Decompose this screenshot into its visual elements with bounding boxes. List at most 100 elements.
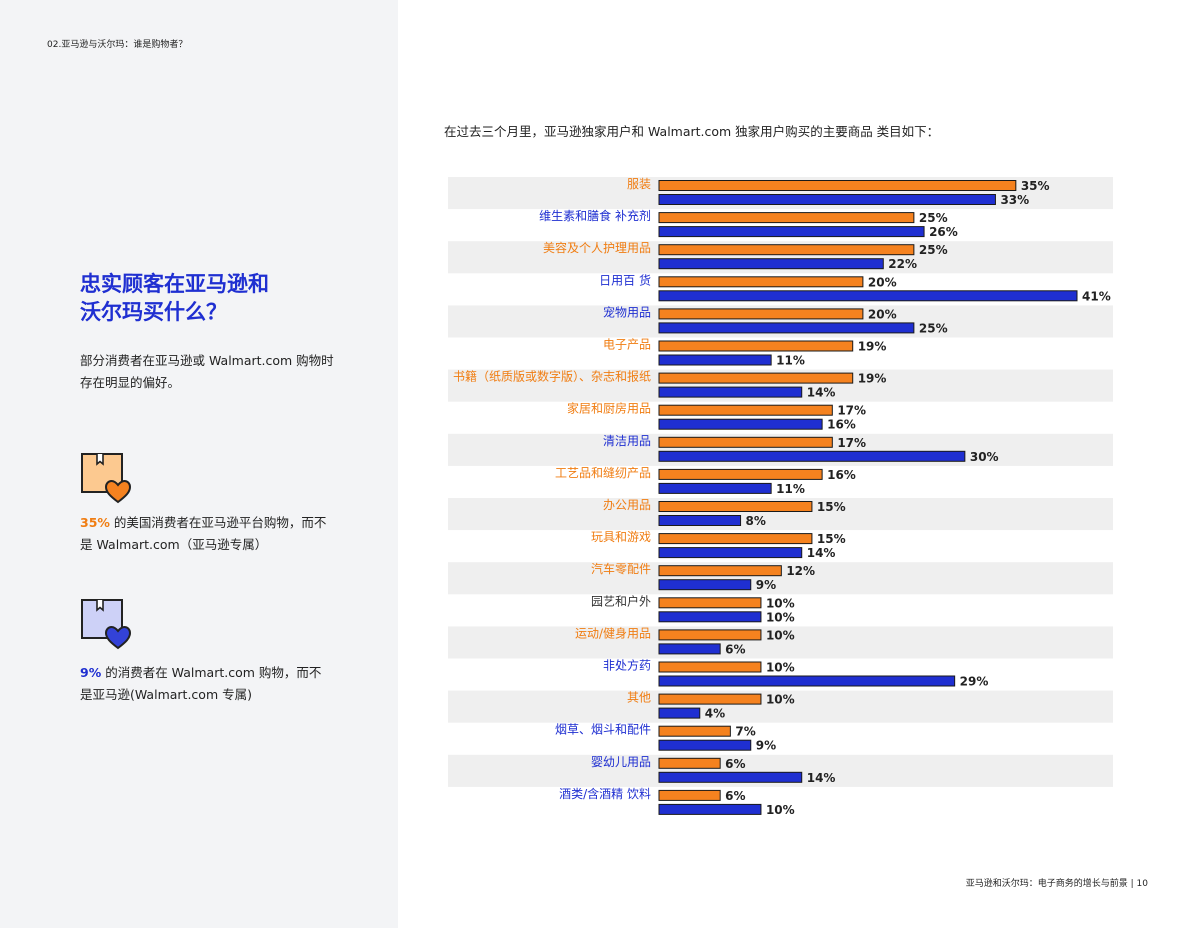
row-band xyxy=(448,690,1113,723)
amazon-bar xyxy=(658,212,915,224)
data-label: 10% xyxy=(766,661,795,675)
intro-line1: 部分消费者在亚马逊或 Walmart.com 购物时 xyxy=(80,353,334,368)
walmart-bar xyxy=(658,450,966,462)
data-label: 6% xyxy=(725,757,745,771)
walmart-bar xyxy=(658,386,803,398)
data-label: 33% xyxy=(1000,193,1029,207)
walmart-bar xyxy=(658,354,772,366)
data-label: 29% xyxy=(960,675,989,689)
stat-amazon-line2: 是 Walmart.com（亚马逊专属） xyxy=(80,537,268,552)
walmart-bar xyxy=(658,739,752,751)
amazon-bar xyxy=(658,757,721,769)
amazon-bar xyxy=(658,276,864,288)
walmart-bar xyxy=(658,482,772,494)
walmart-bar xyxy=(658,771,803,783)
data-label: 10% xyxy=(766,596,795,610)
category-label: 办公用品 xyxy=(603,497,651,512)
data-label: 11% xyxy=(776,482,805,496)
data-label: 9% xyxy=(756,739,776,753)
data-label: 11% xyxy=(776,354,805,368)
amazon-bar xyxy=(658,308,864,320)
data-label: 41% xyxy=(1082,289,1111,303)
footer-text: 亚马逊和沃尔玛：电子商务的增长与前景 | 10 xyxy=(965,879,1148,889)
category-label: 运动/健身用品 xyxy=(575,625,651,640)
walmart-bar xyxy=(658,707,701,719)
category-label: 汽车零配件 xyxy=(591,561,651,576)
data-label: 8% xyxy=(746,514,766,528)
data-label: 25% xyxy=(919,211,948,225)
data-label: 15% xyxy=(817,532,846,546)
stat-amazon-text: 35% 的美国消费者在亚马逊平台购物，而不 是 Walmart.com（亚马逊专… xyxy=(80,512,380,556)
data-label: 6% xyxy=(725,789,745,803)
amazon-bar xyxy=(658,533,813,545)
intro-line2: 存在明显的偏好。 xyxy=(80,375,181,390)
stat-amazon-value: 35% xyxy=(80,515,110,530)
data-label: 19% xyxy=(858,372,887,386)
intro-text: 部分消费者在亚马逊或 Walmart.com 购物时 存在明显的偏好。 xyxy=(80,350,380,394)
amazon-bar xyxy=(658,789,721,801)
data-label: 22% xyxy=(888,257,917,271)
category-label: 清洁用品 xyxy=(603,434,651,448)
data-label: 10% xyxy=(766,628,795,642)
category-label: 其他 xyxy=(627,691,651,705)
box-heart-icon xyxy=(81,599,132,650)
walmart-bar xyxy=(658,290,1078,302)
category-label: 玩具和游戏 xyxy=(591,530,651,544)
chart-intro: 在过去三个月里，亚马逊独家用户和 Walmart.com 独家用户购买的主要商品… xyxy=(444,124,940,139)
amazon-bar xyxy=(658,340,854,352)
stat-walmart-line2: 是亚马逊(Walmart.com 专属) xyxy=(80,687,252,702)
walmart-bar xyxy=(658,258,884,270)
data-label: 16% xyxy=(827,468,856,482)
data-label: 9% xyxy=(756,578,776,592)
data-label: 20% xyxy=(868,275,897,289)
amazon-bar xyxy=(658,725,731,737)
data-label: 35% xyxy=(1021,179,1050,193)
data-label: 7% xyxy=(735,725,755,739)
category-label: 服装 xyxy=(627,177,651,191)
walmart-bar xyxy=(658,611,762,623)
data-label: 26% xyxy=(929,225,958,239)
amazon-bar xyxy=(658,404,833,416)
amazon-bar xyxy=(658,468,823,480)
data-label: 10% xyxy=(766,693,795,707)
page-title-line1: 忠实顾客在亚马逊和 xyxy=(80,272,269,296)
data-label: 6% xyxy=(725,642,745,656)
data-label: 4% xyxy=(705,707,725,721)
category-label: 家居和厨房用品 xyxy=(567,401,651,416)
category-label: 烟草、烟斗和配件 xyxy=(555,723,651,737)
category-label: 酒类/含酒精 饮料 xyxy=(559,786,651,801)
amazon-bar xyxy=(658,244,915,256)
walmart-bar xyxy=(658,547,803,559)
category-label: 电子产品 xyxy=(603,338,651,352)
category-label: 工艺品和缝纫产品 xyxy=(555,465,651,480)
amazon-bar xyxy=(658,436,833,448)
data-label: 25% xyxy=(919,243,948,257)
category-label: 婴幼儿用品 xyxy=(591,755,651,769)
walmart-bar xyxy=(658,226,925,238)
data-label: 10% xyxy=(766,610,795,624)
data-label: 17% xyxy=(837,436,866,450)
data-label: 30% xyxy=(970,450,999,464)
row-band xyxy=(448,626,1113,659)
data-label: 17% xyxy=(837,404,866,418)
stat-amazon-line1: 的美国消费者在亚马逊平台购物，而不 xyxy=(109,515,327,530)
data-label: 14% xyxy=(807,546,836,560)
left-panel xyxy=(0,0,398,928)
amazon-bar xyxy=(658,372,854,384)
data-label: 14% xyxy=(807,771,836,785)
walmart-bar xyxy=(658,322,915,334)
walmart-bar xyxy=(658,675,956,687)
walmart-bar xyxy=(658,515,742,526)
amazon-bar xyxy=(658,693,762,705)
walmart-bar xyxy=(658,643,721,655)
data-label: 19% xyxy=(858,340,887,354)
data-label: 25% xyxy=(919,321,948,335)
category-label: 日用百 货 xyxy=(599,272,651,287)
walmart-bar xyxy=(658,579,752,591)
walmart-bar xyxy=(658,803,762,815)
stat-walmart-text: 9% 的消费者在 Walmart.com 购物，而不 是亚马逊(Walmart.… xyxy=(80,662,380,706)
category-label: 园艺和户外 xyxy=(591,593,651,608)
data-label: 16% xyxy=(827,418,856,432)
amazon-bar xyxy=(658,661,762,673)
data-label: 14% xyxy=(807,386,836,400)
